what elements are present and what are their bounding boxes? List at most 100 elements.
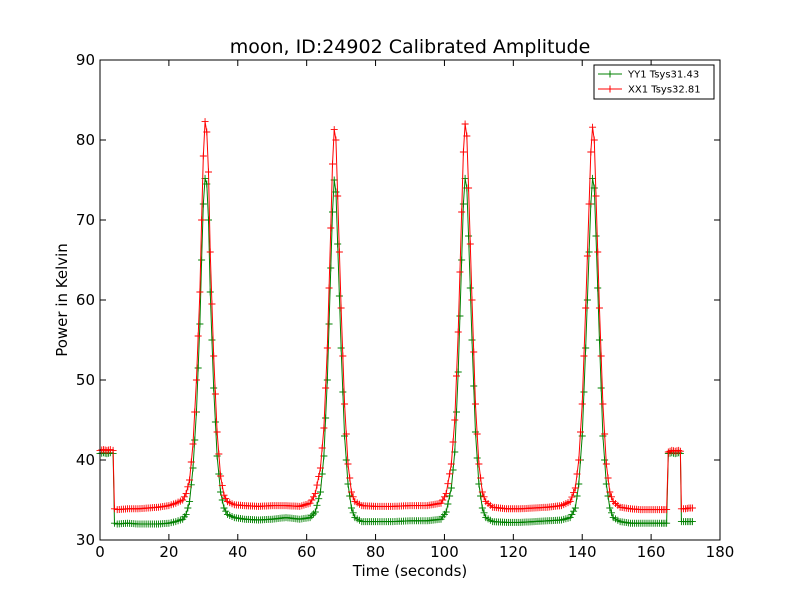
data-point	[306, 499, 314, 507]
x-axis: 0 20 40 60 80 100 120 140 160 180	[95, 60, 734, 561]
data-point	[346, 492, 354, 500]
data-point	[199, 200, 207, 208]
data-point	[465, 184, 473, 192]
data-point	[465, 232, 473, 240]
data-point	[442, 508, 450, 516]
data-point	[444, 500, 452, 508]
data-point	[186, 476, 194, 484]
data-point	[211, 418, 219, 426]
data-point	[453, 372, 460, 380]
data-point	[341, 400, 349, 408]
data-point	[329, 160, 336, 168]
data-point	[329, 208, 336, 216]
data-point	[315, 473, 323, 481]
data-point	[675, 446, 683, 454]
data-point	[466, 240, 474, 248]
data-point	[595, 304, 603, 312]
data-point	[456, 268, 464, 276]
plot-background	[100, 60, 720, 540]
data-point	[332, 188, 340, 196]
data-point	[179, 496, 187, 504]
data-point	[189, 440, 197, 448]
data-point	[580, 352, 588, 360]
data-point	[601, 430, 609, 438]
data-point	[313, 501, 321, 509]
data-point	[453, 408, 460, 416]
data-point	[217, 472, 225, 480]
data-point	[592, 232, 600, 240]
data-point	[308, 512, 316, 520]
data-point	[580, 388, 588, 396]
data-point	[447, 484, 455, 492]
data-point	[606, 504, 614, 512]
data-point	[208, 336, 216, 344]
data-point	[590, 184, 598, 192]
data-point	[220, 491, 228, 499]
data-point	[184, 504, 192, 512]
data-point	[592, 192, 600, 200]
data-point	[676, 447, 684, 455]
data-point	[192, 376, 200, 384]
data-point	[582, 304, 590, 312]
data-point	[346, 474, 354, 482]
y-tick-label: 70	[76, 211, 95, 229]
y-tick-label: 60	[76, 291, 95, 309]
data-point	[218, 482, 226, 490]
data-point	[463, 132, 471, 140]
data-point	[477, 492, 485, 500]
data-point	[342, 456, 350, 464]
data-point	[323, 344, 331, 352]
data-point	[573, 470, 581, 478]
legend-label: XX1 Tsys32.81	[628, 85, 701, 96]
data-point	[470, 382, 478, 390]
data-point	[330, 126, 338, 134]
data-point	[447, 460, 455, 468]
data-point	[471, 400, 479, 408]
data-point	[322, 384, 330, 392]
data-point	[217, 488, 225, 496]
x-tick-label: 160	[637, 543, 666, 561]
data-point	[196, 288, 204, 296]
data-point	[478, 504, 486, 512]
y-tick-label: 40	[76, 451, 95, 469]
data-point	[335, 292, 343, 300]
data-point	[318, 444, 326, 452]
data-point	[322, 414, 330, 422]
x-tick-label: 180	[706, 543, 735, 561]
data-point	[349, 493, 357, 501]
data-point	[446, 470, 454, 478]
data-point	[577, 428, 584, 436]
data-point	[440, 493, 448, 501]
data-point	[187, 458, 195, 466]
data-point	[473, 454, 481, 462]
data-point	[461, 120, 469, 128]
data-point	[608, 493, 615, 501]
data-point	[327, 224, 335, 232]
data-point	[456, 312, 464, 320]
data-point	[480, 509, 488, 517]
data-point	[459, 200, 467, 208]
data-point	[210, 384, 218, 392]
data-point	[468, 296, 476, 304]
y-axis-label: Power in Kelvin	[53, 243, 71, 357]
series-layer	[96, 118, 696, 528]
data-point	[191, 436, 199, 444]
data-point	[186, 498, 194, 506]
data-point	[337, 304, 345, 312]
legend-swatch-marker	[606, 85, 614, 93]
data-point	[570, 507, 578, 515]
data-point	[663, 506, 671, 514]
chart-title: moon, ID:24902 Calibrated Amplitude	[230, 36, 591, 58]
legend: YY1 Tsys31.43 XX1 Tsys32.81	[593, 64, 715, 100]
data-point	[342, 430, 350, 438]
data-point	[325, 320, 333, 328]
x-tick-label: 120	[499, 543, 528, 561]
data-point	[475, 460, 483, 468]
data-point	[182, 490, 190, 498]
y-tick-label: 80	[76, 131, 95, 149]
data-point	[583, 252, 591, 260]
legend-box	[593, 64, 715, 100]
data-point	[602, 460, 610, 468]
data-point	[339, 352, 347, 360]
